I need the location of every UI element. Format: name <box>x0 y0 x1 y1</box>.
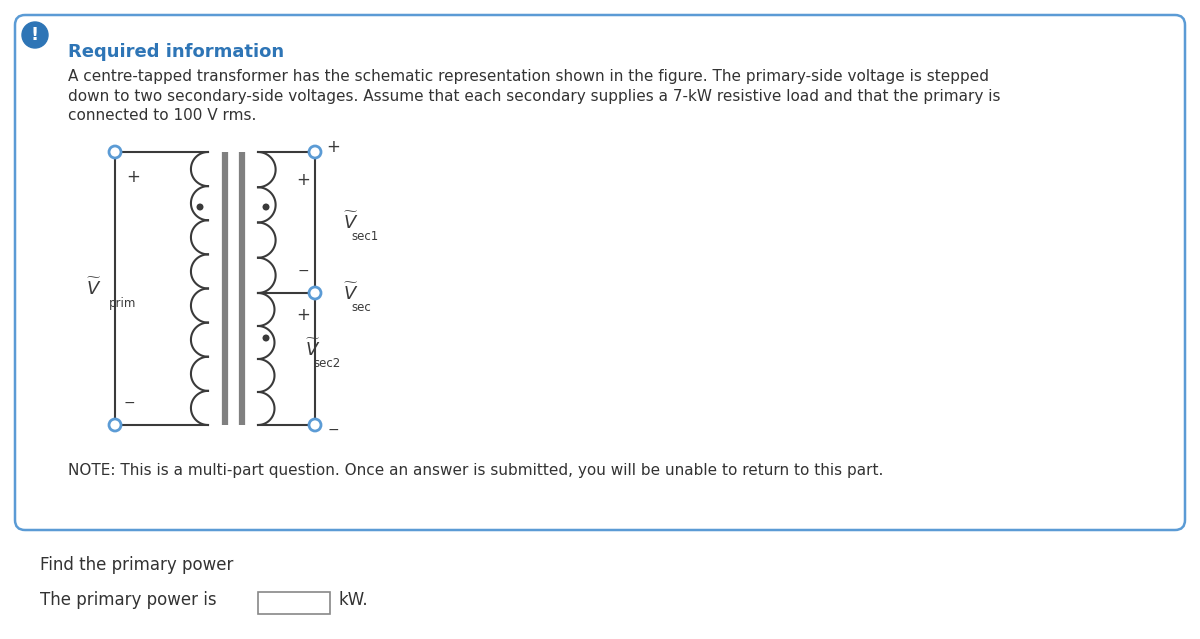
Text: +: + <box>326 138 340 156</box>
Text: down to two secondary-side voltages. Assume that each secondary supplies a 7-kW : down to two secondary-side voltages. Ass… <box>68 88 1001 104</box>
Text: sec: sec <box>352 301 371 314</box>
Text: sec1: sec1 <box>352 231 378 243</box>
Bar <box>258 592 330 614</box>
FancyBboxPatch shape <box>14 15 1186 530</box>
Text: Find the primary power: Find the primary power <box>40 556 233 574</box>
Circle shape <box>109 146 121 158</box>
Text: $\widetilde{V}$: $\widetilde{V}$ <box>85 278 101 299</box>
Text: sec2: sec2 <box>313 357 341 370</box>
Text: kW.: kW. <box>338 591 367 609</box>
Text: !: ! <box>31 26 40 44</box>
Text: NOTE: This is a multi-part question. Once an answer is submitted, you will be un: NOTE: This is a multi-part question. Onc… <box>68 463 883 477</box>
Circle shape <box>310 287 322 299</box>
Text: −: − <box>298 264 308 278</box>
Circle shape <box>263 203 270 210</box>
Text: $\widetilde{V}$: $\widetilde{V}$ <box>343 212 359 233</box>
Circle shape <box>310 146 322 158</box>
Text: prim: prim <box>109 296 137 309</box>
Text: +: + <box>126 168 140 186</box>
Text: +: + <box>296 306 310 324</box>
Circle shape <box>109 419 121 431</box>
Text: connected to 100 V rms.: connected to 100 V rms. <box>68 109 257 123</box>
Text: A centre-tapped transformer has the schematic representation shown in the figure: A centre-tapped transformer has the sche… <box>68 68 989 84</box>
Text: +: + <box>296 171 310 189</box>
Circle shape <box>310 419 322 431</box>
Text: $\widetilde{V}$: $\widetilde{V}$ <box>343 282 359 304</box>
Text: −: − <box>328 423 338 437</box>
Circle shape <box>263 334 270 341</box>
Text: $\widetilde{V}$: $\widetilde{V}$ <box>305 339 320 360</box>
Circle shape <box>197 203 204 210</box>
Text: −: − <box>124 396 134 410</box>
Text: Required information: Required information <box>68 43 284 61</box>
Text: The primary power is: The primary power is <box>40 591 217 609</box>
Circle shape <box>22 22 48 48</box>
